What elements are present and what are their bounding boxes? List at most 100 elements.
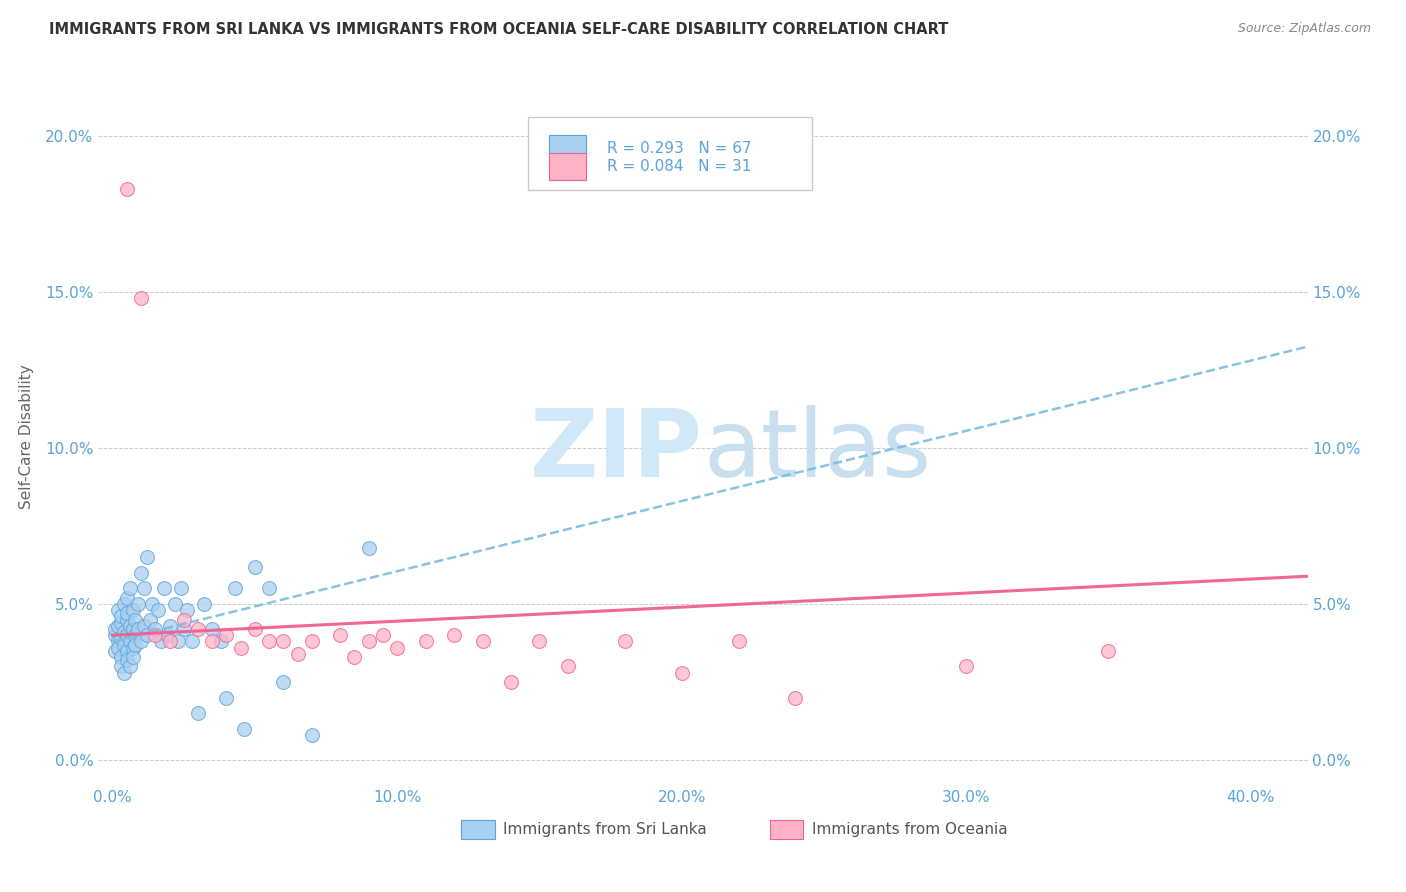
Point — [471, 634, 494, 648]
Point — [187, 622, 209, 636]
Point — [104, 628, 127, 642]
Point — [371, 628, 394, 642]
Point — [118, 634, 141, 648]
Point — [343, 650, 366, 665]
FancyBboxPatch shape — [769, 820, 803, 839]
Point — [107, 619, 129, 633]
Text: Immigrants from Oceania: Immigrants from Oceania — [811, 822, 1008, 837]
Point — [143, 622, 166, 636]
Text: ZIP: ZIP — [530, 405, 703, 497]
Point — [153, 582, 176, 596]
Point — [107, 634, 129, 648]
Point — [124, 613, 146, 627]
Point — [107, 603, 129, 617]
Point — [135, 628, 157, 642]
Point — [1097, 644, 1119, 658]
Point — [224, 582, 246, 596]
Point — [110, 632, 132, 646]
Point — [112, 665, 135, 680]
Point — [167, 634, 190, 648]
Point — [115, 607, 138, 621]
Point — [110, 609, 132, 624]
Point — [385, 640, 408, 655]
Point — [107, 640, 129, 655]
Point — [121, 622, 143, 636]
Point — [127, 597, 149, 611]
Point — [115, 628, 138, 642]
Point — [118, 619, 141, 633]
Point — [124, 638, 146, 652]
Point — [273, 634, 295, 648]
Text: R = 0.084   N = 31: R = 0.084 N = 31 — [607, 159, 752, 174]
Point — [173, 622, 195, 636]
Point — [121, 640, 143, 655]
Point — [955, 659, 977, 673]
Point — [193, 597, 215, 611]
Point — [201, 634, 224, 648]
Point — [215, 690, 238, 705]
Point — [301, 634, 323, 648]
Point — [115, 591, 138, 605]
Point — [671, 665, 693, 680]
Point — [357, 541, 380, 555]
Point — [785, 690, 807, 705]
Point — [173, 613, 195, 627]
Point — [115, 613, 138, 627]
Point — [613, 634, 636, 648]
Point — [138, 613, 160, 627]
FancyBboxPatch shape — [550, 153, 586, 179]
Point — [257, 634, 280, 648]
Point — [159, 634, 181, 648]
Point — [110, 615, 132, 630]
Point — [124, 628, 146, 642]
Point — [181, 634, 204, 648]
FancyBboxPatch shape — [550, 135, 586, 162]
Point — [150, 634, 173, 648]
Point — [243, 622, 266, 636]
Point — [104, 622, 127, 636]
Point — [132, 582, 155, 596]
Point — [443, 628, 465, 642]
Point — [257, 582, 280, 596]
Point — [115, 182, 138, 196]
Point — [156, 628, 179, 642]
Point — [129, 634, 152, 648]
Point — [143, 628, 166, 642]
Point — [118, 659, 141, 673]
Point — [127, 622, 149, 636]
Point — [415, 634, 437, 648]
Point — [121, 650, 143, 665]
Point — [170, 582, 193, 596]
Point — [129, 291, 152, 305]
Point — [727, 634, 749, 648]
Point — [287, 647, 309, 661]
FancyBboxPatch shape — [527, 117, 811, 190]
Text: Immigrants from Sri Lanka: Immigrants from Sri Lanka — [503, 822, 707, 837]
Point — [176, 603, 198, 617]
Point — [301, 728, 323, 742]
Point — [243, 559, 266, 574]
Y-axis label: Self-Care Disability: Self-Care Disability — [20, 365, 34, 509]
Point — [165, 597, 187, 611]
Point — [159, 619, 181, 633]
Text: IMMIGRANTS FROM SRI LANKA VS IMMIGRANTS FROM OCEANIA SELF-CARE DISABILITY CORREL: IMMIGRANTS FROM SRI LANKA VS IMMIGRANTS … — [49, 22, 949, 37]
Point — [135, 550, 157, 565]
Point — [215, 628, 238, 642]
Point — [141, 597, 163, 611]
Point — [329, 628, 352, 642]
Point — [110, 659, 132, 673]
Point — [232, 722, 254, 736]
Point — [110, 650, 132, 665]
Point — [115, 653, 138, 667]
Point — [104, 644, 127, 658]
Point — [112, 625, 135, 640]
Point — [187, 706, 209, 721]
Point — [273, 675, 295, 690]
Point — [112, 597, 135, 611]
Point — [121, 603, 143, 617]
Point — [357, 634, 380, 648]
Point — [146, 603, 169, 617]
Point — [529, 634, 551, 648]
Point — [229, 640, 252, 655]
FancyBboxPatch shape — [461, 820, 495, 839]
